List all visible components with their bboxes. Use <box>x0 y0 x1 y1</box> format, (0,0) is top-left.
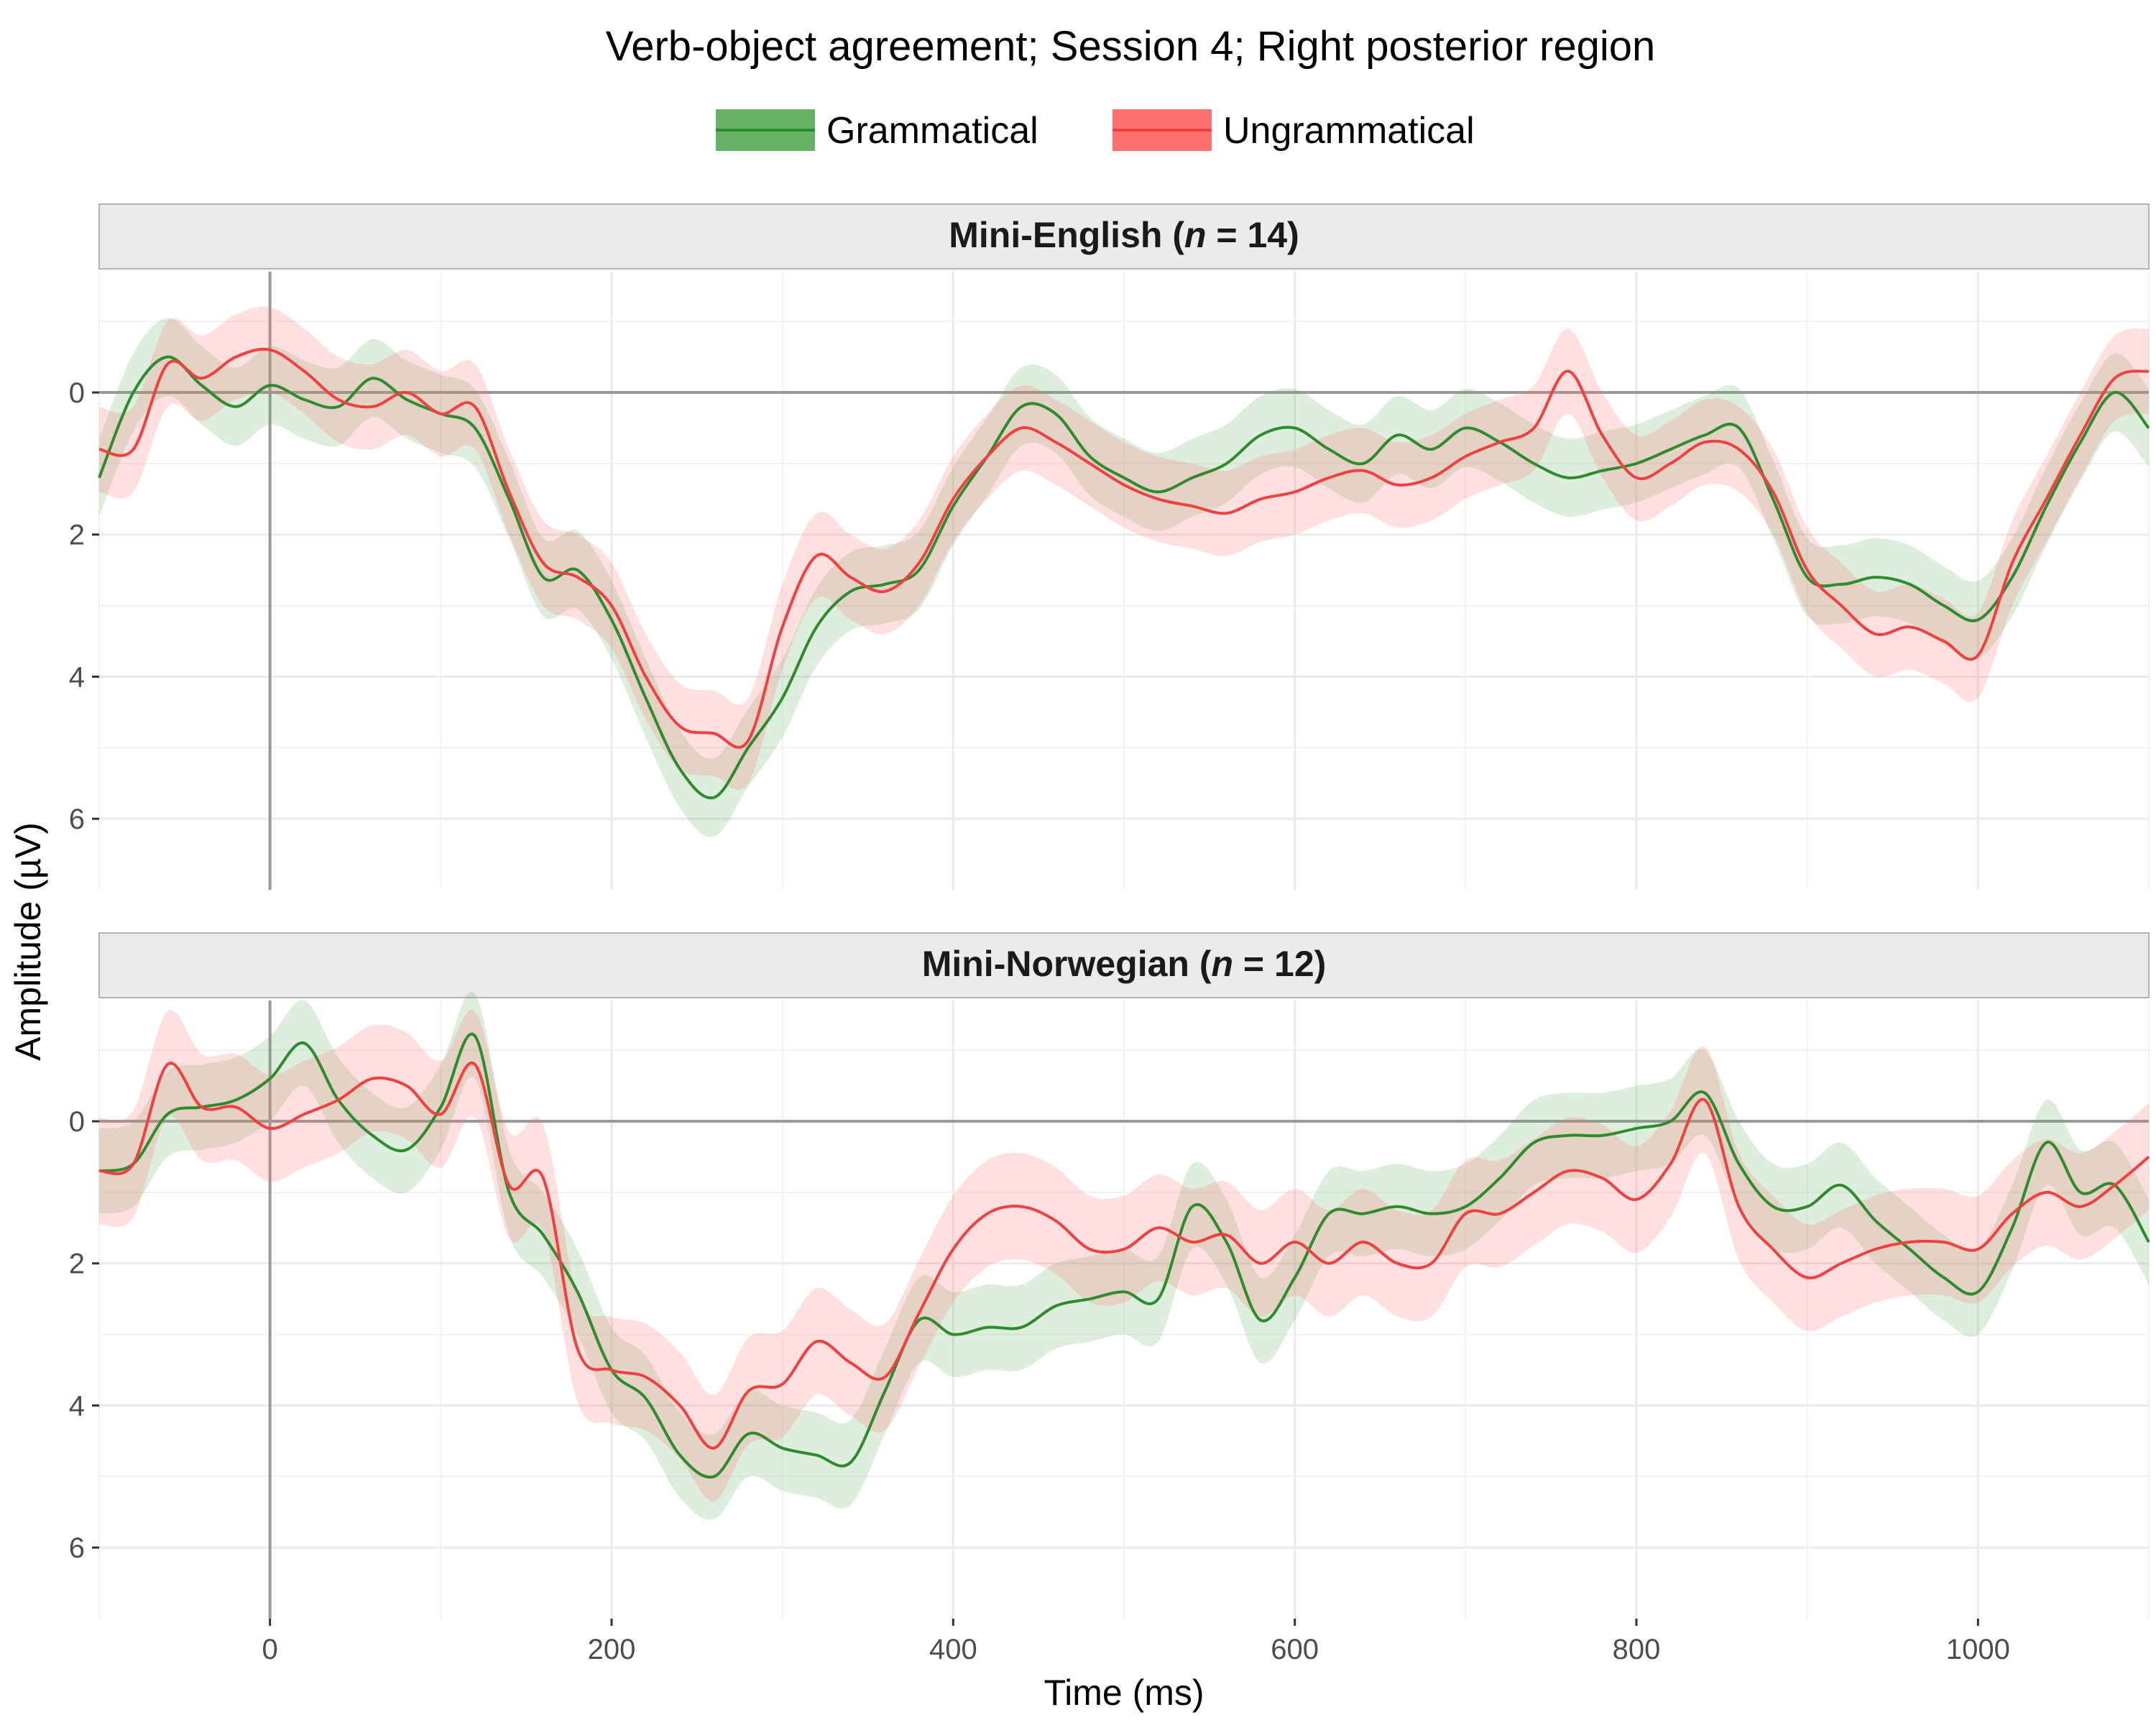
series-lines <box>98 347 2150 800</box>
reference-lines <box>99 1000 2149 1619</box>
series-line-ungrammatical <box>98 347 2150 749</box>
y-tick-label: 2 <box>69 1248 85 1280</box>
series-lines <box>98 1032 2150 1479</box>
y-axis-ticks: 0 2 4 6 <box>69 1106 99 1564</box>
y-tick-label: 0 <box>69 1106 85 1138</box>
y-tick-label: 4 <box>69 1390 85 1422</box>
y-axis-ticks: 0 2 4 6 <box>69 377 99 835</box>
chart-title: Verb-object agreement; Session 4; Right … <box>606 23 1655 70</box>
strip-label-n: n <box>1211 944 1233 984</box>
strip-label: Mini-Norwegian (n = 12) <box>922 944 1327 984</box>
strip-label-prefix: Mini-Norwegian ( <box>922 944 1212 984</box>
panel-mini-english: Mini-English (n = 14) 0 2 4 6 <box>69 203 2150 890</box>
x-axis-title: Time (ms) <box>1044 1673 1204 1713</box>
x-tick-label: 200 <box>588 1634 636 1665</box>
grid-lines <box>98 272 2150 890</box>
ci-ribbons <box>99 306 2149 837</box>
y-tick-label: 0 <box>69 377 85 409</box>
y-axis-title: Amplitude (µV) <box>8 822 48 1061</box>
reference-lines <box>99 272 2149 890</box>
series-line-grammatical <box>98 1032 2150 1479</box>
y-tick-label: 6 <box>69 804 85 835</box>
legend-label-ungrammatical: Ungrammatical <box>1223 110 1475 152</box>
x-tick-label: 400 <box>929 1634 977 1665</box>
ci-ribbons <box>99 991 2149 1520</box>
ci-ribbon-ungrammatical <box>99 306 2149 791</box>
legend-item-ungrammatical: Ungrammatical <box>1112 109 1475 152</box>
strip-label-suffix: = 12) <box>1233 944 1326 984</box>
x-tick-label: 0 <box>262 1634 278 1665</box>
x-tick-label: 600 <box>1271 1634 1319 1665</box>
ci-ribbon-grammatical <box>99 318 2149 837</box>
ci-ribbon-ungrammatical <box>99 1009 2149 1502</box>
ci-ribbon-grammatical <box>99 991 2149 1520</box>
legend: Grammatical Ungrammatical <box>716 109 1475 152</box>
legend-label-grammatical: Grammatical <box>826 110 1038 152</box>
strip-label-prefix: Mini-English ( <box>949 215 1184 255</box>
strip-label-n: n <box>1184 215 1207 255</box>
x-tick-label: 800 <box>1613 1634 1661 1665</box>
series-line-ungrammatical <box>98 1061 2150 1450</box>
legend-item-grammatical: Grammatical <box>716 109 1038 152</box>
strip-background <box>98 203 2150 270</box>
strip-label: Mini-English (n = 14) <box>949 215 1299 255</box>
x-axis-ticks: 0 200 400 600 800 1000 <box>262 1619 2010 1665</box>
y-tick-label: 6 <box>69 1532 85 1564</box>
y-tick-label: 2 <box>69 520 85 551</box>
strip-background <box>98 932 2150 998</box>
panel-mini-norwegian: Mini-Norwegian (n = 12) 0 2 4 6 <box>69 932 2150 1619</box>
y-tick-label: 4 <box>69 661 85 693</box>
strip-label-suffix: = 14) <box>1207 215 1299 255</box>
grid-lines <box>98 1000 2150 1619</box>
x-tick-label: 1000 <box>1946 1634 2010 1665</box>
